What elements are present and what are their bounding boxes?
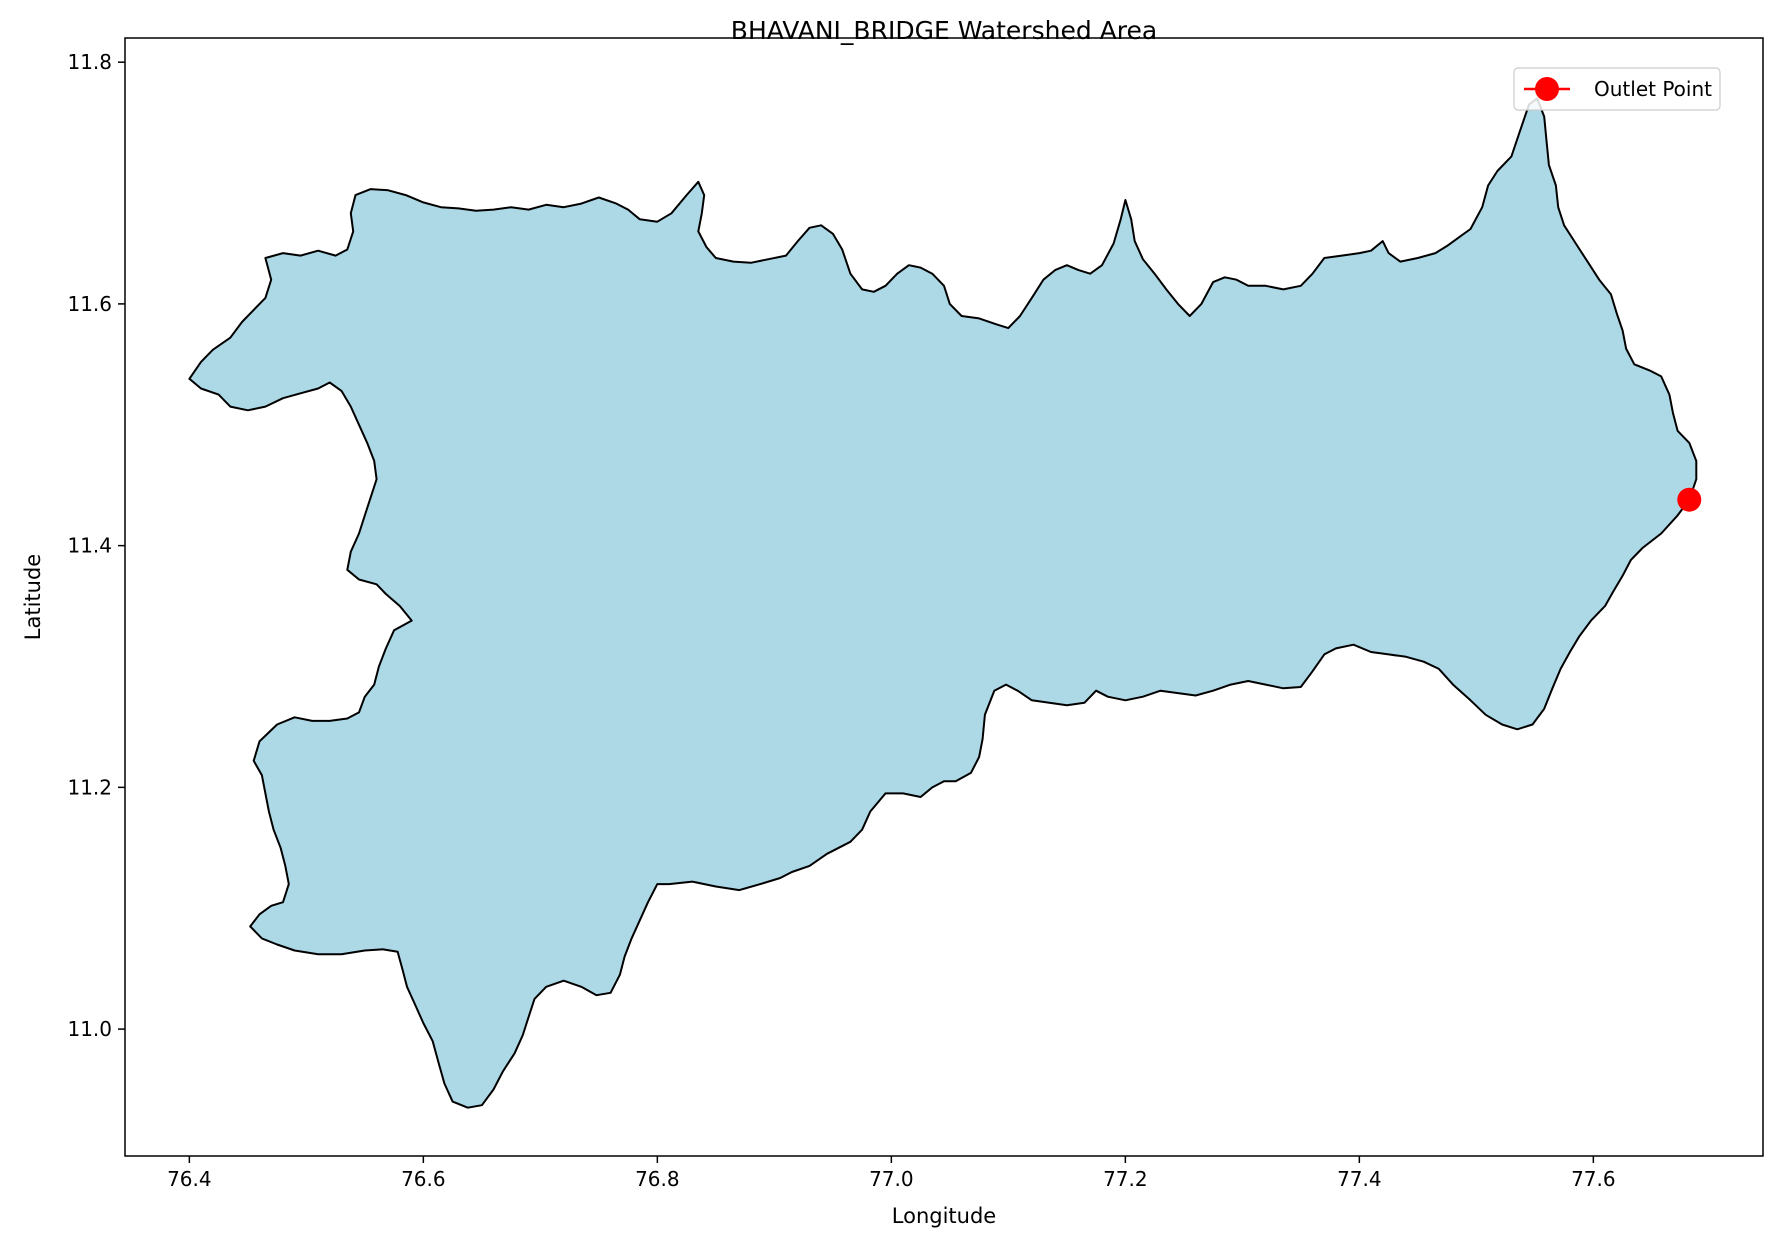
y-axis-label: Latitude	[21, 554, 45, 640]
x-tick-label: 77.4	[1337, 1167, 1382, 1191]
outlet-point-marker	[1677, 487, 1702, 512]
x-axis-label: Longitude	[892, 1204, 996, 1228]
x-tick-label: 77.2	[1103, 1167, 1148, 1191]
y-tick-label: 11.0	[67, 1017, 112, 1041]
y-tick-label: 11.2	[67, 775, 112, 799]
y-tick-label: 11.6	[67, 292, 112, 316]
y-tick-label: 11.4	[67, 534, 112, 558]
outlet-point-layer	[1677, 487, 1702, 512]
legend-outlet-marker	[1535, 77, 1559, 101]
x-tick-label: 77.0	[869, 1167, 914, 1191]
legend-outlet-label: Outlet Point	[1594, 77, 1712, 101]
y-axis-ticks: 11.0 11.2 11.4 11.6 11.8	[67, 50, 125, 1041]
watershed-polygon	[188, 97, 1698, 1109]
x-tick-label: 77.6	[1571, 1167, 1616, 1191]
chart-title: BHAVANI_BRIDGE Watershed Area	[731, 16, 1157, 45]
x-tick-label: 76.6	[401, 1167, 446, 1191]
x-axis-ticks: 76.4 76.6 76.8 77.0 77.2 77.4 77.6	[167, 1156, 1616, 1191]
plot-area	[188, 97, 1702, 1109]
legend: Outlet Point	[1513, 67, 1721, 111]
x-tick-label: 76.8	[635, 1167, 680, 1191]
legend-box	[1513, 67, 1721, 111]
y-tick-label: 11.8	[67, 50, 112, 74]
x-tick-label: 76.4	[167, 1167, 212, 1191]
axes-frame	[124, 37, 1764, 1157]
